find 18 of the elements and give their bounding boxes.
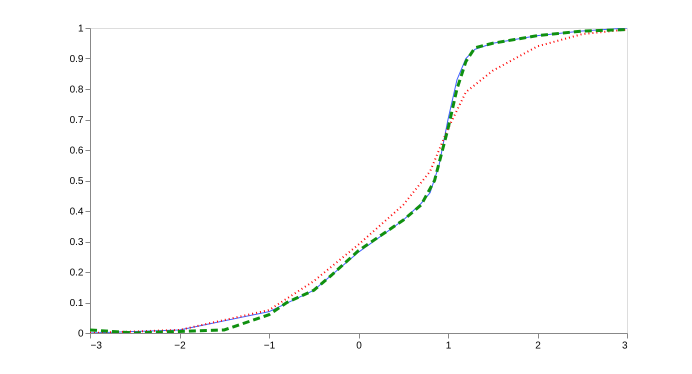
y-tick-label: 0 [78, 328, 84, 340]
y-tick-label: 0.2 [70, 268, 84, 278]
y-tick-label: 0.6 [70, 146, 84, 156]
y-tick-label: 0.9 [70, 54, 84, 65]
x-tick-label: 2 [535, 340, 542, 352]
y-tick-label: 0.8 [70, 84, 84, 96]
x-tick-label: −3 [90, 340, 102, 352]
y-tick-label: 0.3 [70, 237, 84, 248]
y-tick-label: 0.7 [70, 115, 84, 126]
y-tick-label: 1 [78, 24, 84, 34]
y-tick-label: 0.5 [70, 176, 84, 187]
x-tick-label: −2 [174, 340, 186, 352]
x-tick-label: 3 [622, 340, 628, 352]
x-tick-label: −1 [264, 340, 276, 352]
x-tick-label: 1 [446, 340, 452, 352]
x-tick-label: 0 [356, 340, 362, 352]
y-tick-label: 0.4 [70, 206, 84, 218]
y-tick-label: 0.1 [70, 298, 84, 309]
